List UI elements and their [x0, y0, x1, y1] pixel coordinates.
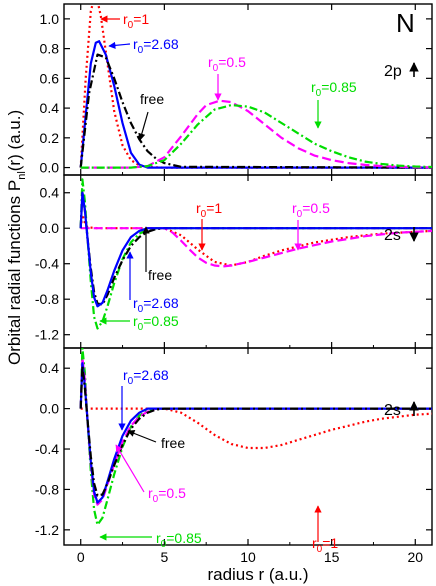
annotation-label: free: [148, 267, 172, 283]
series-line-r0-0-5: [80, 99, 432, 169]
annotation-label: r0=2.68: [133, 295, 179, 315]
annotation-arrow: [108, 41, 131, 49]
series-line-r0-2-68: [79, 40, 432, 169]
y-tick-label: 0.4: [40, 360, 60, 376]
y-tick-label: -1.2: [35, 522, 59, 538]
annotation-label: r0=0.85: [133, 313, 179, 333]
panel-label: 2p: [384, 63, 402, 80]
annotation-label: r0=0.5: [292, 200, 330, 220]
series-line-free: [79, 191, 432, 306]
y-axis-label: Orbital radial functions Pnl(r) (a.u.): [5, 110, 28, 365]
annotation-label: r0=0.85: [311, 79, 357, 99]
x-tick-label: 0: [77, 549, 85, 565]
panel-1: 0.0 0.2 0.4 0.6 0.8 1.0 r0=1 r0=2.68 free r0=0.5 r…: [40, 3, 433, 176]
x-tick-label: 20: [407, 549, 423, 565]
annotation-label: r0=0.5: [208, 54, 246, 74]
y-tick-label: 0.6: [40, 70, 60, 86]
annotation-arrow: [127, 430, 157, 443]
annotation-arrow: [115, 444, 145, 493]
series-line-r0-2-68: [79, 191, 432, 308]
annotation-arrow: [138, 111, 149, 141]
y-tick-label: -0.8: [35, 291, 59, 307]
series-line-r0-1: [80, 407, 432, 450]
annotation-label: r0=0.5: [148, 485, 186, 505]
annotation-label: r0=1: [123, 11, 149, 31]
series-line-r0-0-5: [80, 227, 432, 268]
y-tick-label: -0.4: [35, 441, 59, 457]
panel-label: 2s: [384, 402, 401, 419]
panel-frame: [63, 174, 433, 349]
y-tick-label: 0.4: [40, 100, 60, 116]
y-tick-label: 0.2: [40, 130, 60, 146]
x-tick-label: 10: [240, 549, 256, 565]
annotation-label: free: [140, 91, 164, 107]
y-tick-label: 0.4: [40, 185, 60, 201]
y-tick-label: -0.4: [35, 256, 59, 272]
annotation-label: r0=1: [196, 200, 222, 220]
x-axis-label: radius r (a.u.): [207, 565, 308, 584]
y-tick-label: 0.0: [40, 220, 60, 236]
series-line-r0-0-85: [80, 104, 432, 169]
series-line-r0-0-85: [79, 178, 432, 330]
x-tick-label: 5: [160, 549, 168, 565]
y-tick-label: -1.2: [35, 327, 59, 343]
annotation-label: r0=2.68: [133, 36, 179, 56]
x-tick-label: 15: [324, 549, 340, 565]
annotation-label: free: [161, 435, 185, 451]
y-tick-label: 0.0: [40, 401, 60, 417]
panel-2: 0.4 0.0 -0.4 -0.8 -1.2 r0=1 r0=0.5 free r0=2.68r…: [35, 174, 433, 349]
y-tick-label: 0.0: [40, 160, 60, 176]
y-tick-label: -0.8: [35, 481, 59, 497]
series-line-free: [79, 365, 432, 497]
annotation-label: r0=2.68: [123, 367, 169, 387]
series-line-free: [79, 53, 432, 169]
panel-frame: [63, 3, 433, 176]
annotation-label: r0=0.85: [156, 530, 202, 550]
y-tick-label: 0.8: [40, 41, 60, 57]
element-label: N: [396, 8, 415, 38]
panel-label: 2s: [384, 227, 401, 244]
panel-3: 0.4 0.0 -0.4 -0.8 -1.2 r0=2.68 free r0=0.5 r0=1 r…: [35, 347, 433, 555]
annotation-label: r0=1: [312, 535, 338, 555]
y-tick-label: 1.0: [40, 11, 60, 27]
